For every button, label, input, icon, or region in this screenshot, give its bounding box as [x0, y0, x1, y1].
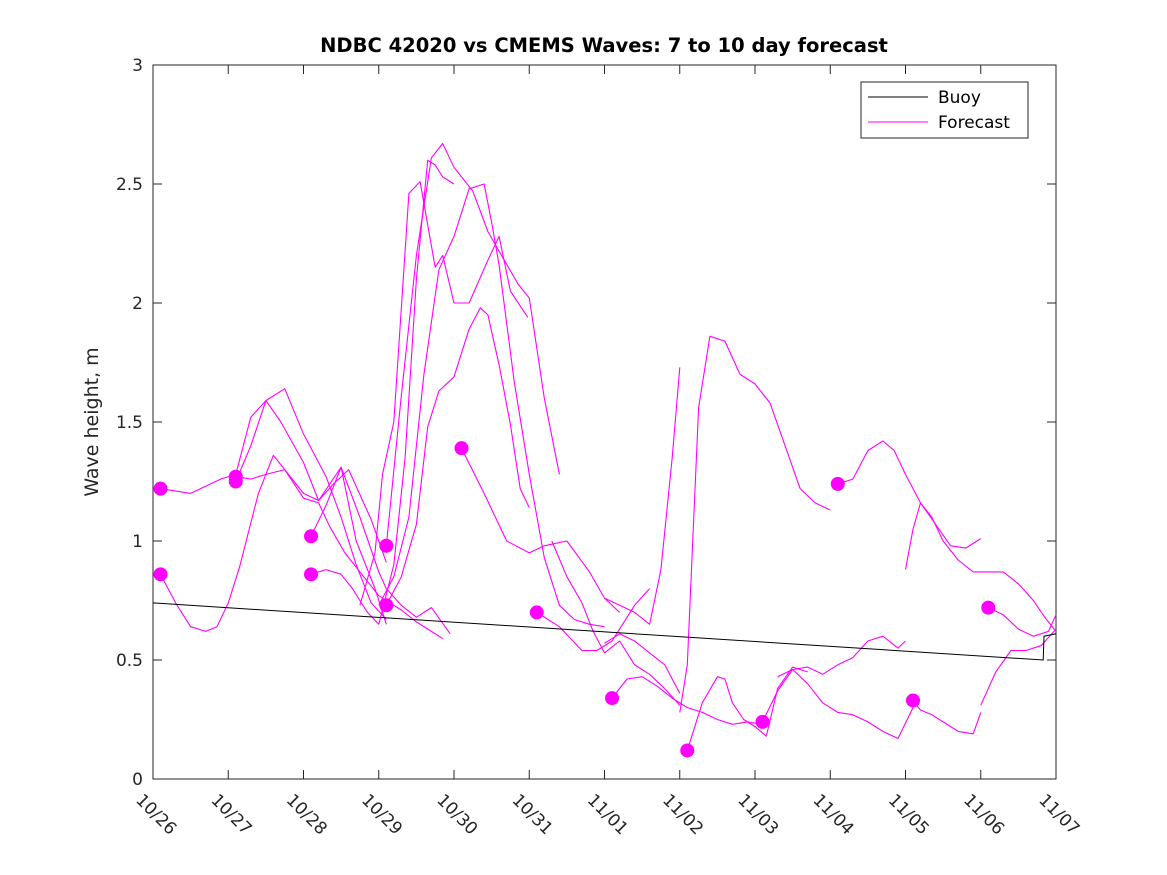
- forecast-start-marker: [153, 567, 168, 582]
- forecast-line-13: [611, 676, 763, 725]
- forecast-start-marker: [153, 481, 168, 496]
- buoy-line: [152, 602, 1057, 661]
- chart-title: NDBC 42020 vs CMEMS Waves: 7 to 10 day f…: [320, 34, 888, 57]
- forecast-start-marker: [755, 714, 770, 729]
- legend-buoy-label: Buoy: [938, 88, 981, 108]
- forecast-start-marker: [830, 476, 845, 491]
- x-tick-label: 11/04: [809, 790, 858, 839]
- forecast-line-21: [912, 700, 982, 735]
- y-tick-label: 2.5: [116, 175, 143, 195]
- x-tick-label: 10/26: [131, 790, 180, 839]
- plot-area: [152, 64, 1057, 780]
- x-tick-label: 10/29: [357, 790, 406, 839]
- forecast-line-7: [385, 142, 560, 546]
- legend: Buoy Forecast: [860, 81, 1029, 139]
- forecast-line-6: [359, 181, 529, 606]
- y-axis: 0 0.5 1 1.5 2 2.5 3: [116, 56, 1056, 790]
- forecast-line-5: [310, 159, 455, 625]
- legend-box: [860, 81, 1029, 139]
- forecast-line-17: [679, 335, 831, 713]
- y-tick-label: 1: [132, 532, 143, 552]
- x-tick-label: 10/28: [282, 790, 331, 839]
- forecast-start-marker: [379, 538, 394, 553]
- x-tick-label: 10/30: [432, 790, 481, 839]
- x-tick-label: 11/01: [583, 790, 632, 839]
- x-tick-label: 10/27: [207, 790, 256, 839]
- forecast-line-20: [837, 440, 982, 549]
- x-tick-label: 11/07: [1034, 790, 1083, 839]
- marker-layer: [153, 441, 996, 758]
- forecast-line-25: [1002, 571, 1057, 632]
- forecast-start-marker: [605, 691, 620, 706]
- forecast-start-marker: [454, 441, 469, 456]
- y-tick-label: 0.5: [116, 651, 143, 671]
- x-tick-label: 11/05: [884, 790, 933, 839]
- y-tick-label: 2: [132, 294, 143, 314]
- forecast-line-8: [385, 307, 530, 606]
- forecast-line-4: [310, 466, 451, 635]
- forecast-start-marker: [304, 567, 319, 582]
- forecast-line-10: [461, 447, 620, 613]
- forecast-line-12: [551, 540, 681, 706]
- forecast-line-9: [378, 183, 605, 628]
- y-tick-label: 1.5: [116, 413, 143, 433]
- forecast-start-marker: [981, 600, 996, 615]
- x-tick-label: 11/03: [733, 790, 782, 839]
- forecast-start-marker: [379, 598, 394, 613]
- forecast-start-marker: [228, 474, 243, 489]
- y-tick-label: 0: [132, 770, 143, 790]
- forecast-start-marker: [304, 529, 319, 544]
- forecast-line-15: [604, 367, 681, 625]
- forecast-start-marker: [680, 743, 695, 758]
- x-tick-label: 11/06: [959, 790, 1008, 839]
- forecast-line-19: [777, 668, 914, 740]
- forecast-start-marker: [529, 605, 544, 620]
- forecast-start-marker: [906, 693, 921, 708]
- forecast-line-14: [604, 633, 681, 694]
- series-layer: [152, 142, 1057, 751]
- legend-forecast-label: Forecast: [938, 113, 1010, 133]
- forecast-line-22: [904, 502, 1004, 573]
- forecast-line-2: [235, 400, 387, 563]
- forecast-line-0: [160, 388, 387, 620]
- x-tick-label: 10/31: [508, 790, 557, 839]
- forecast-line-16: [686, 666, 808, 751]
- forecast-line-18: [762, 635, 906, 723]
- forecast-line-11: [536, 588, 651, 652]
- forecast-line-24: [988, 607, 1057, 637]
- y-tick-label: 3: [132, 56, 143, 76]
- x-tick-label: 11/02: [658, 790, 707, 839]
- y-axis-label: Wave height, m: [81, 347, 103, 496]
